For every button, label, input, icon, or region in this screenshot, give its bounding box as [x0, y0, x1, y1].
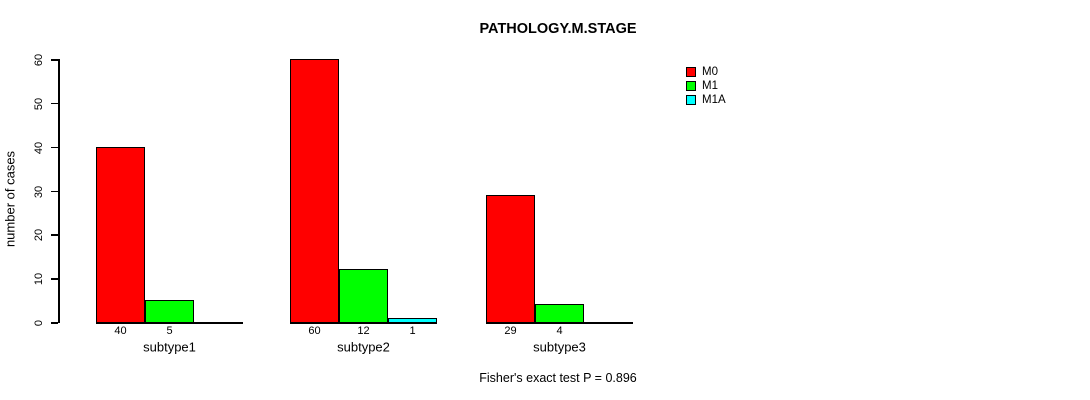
legend-label-M1A: M1A	[702, 94, 726, 106]
x-axis-category-label-subtype3: subtype3	[533, 339, 586, 355]
bar-value-label-M0-subtype2: 60	[308, 325, 321, 337]
y-axis-tick	[51, 234, 58, 236]
bar-M0-subtype1	[96, 147, 145, 323]
y-axis-line	[58, 59, 60, 323]
legend: M0 M1 M1A	[686, 65, 726, 107]
y-axis-tick-label: 50	[33, 97, 45, 110]
legend-swatch-M1	[686, 81, 696, 91]
y-axis-tick	[51, 278, 58, 280]
y-axis-label: number of cases	[2, 150, 18, 248]
legend-label-M0: M0	[702, 66, 718, 78]
legend-item-M1A: M1A	[686, 93, 726, 107]
bar-value-label-M1A-subtype2: 1	[409, 325, 416, 337]
legend-swatch-M0	[686, 67, 696, 77]
y-axis-tick	[51, 190, 58, 192]
y-axis-tick	[51, 146, 58, 149]
x-axis-category-label-subtype1: subtype1	[143, 339, 196, 355]
bar-M1-subtype3	[535, 304, 584, 323]
bar-M0-subtype2	[290, 59, 339, 323]
y-axis-tick-label: 20	[33, 229, 45, 242]
chart-title: PATHOLOGY.M.STAGE	[479, 21, 637, 37]
bar-M1-subtype1	[145, 300, 194, 323]
y-axis-tick-label: 40	[33, 141, 45, 154]
bar-M0-subtype3	[486, 195, 535, 323]
legend-swatch-M1A	[686, 95, 696, 105]
bar-value-label-M0-subtype1: 40	[114, 325, 127, 337]
y-axis-tick	[51, 322, 58, 324]
bar-value-label-M1-subtype2: 12	[357, 325, 370, 337]
x-baseline-subtype2	[290, 322, 437, 324]
x-baseline-subtype1	[96, 322, 243, 324]
x-axis-category-label-subtype2: subtype2	[337, 339, 390, 355]
legend-label-M1: M1	[702, 80, 718, 92]
y-axis-tick-label: 10	[33, 273, 45, 286]
y-axis-tick	[51, 102, 58, 105]
y-axis-tick-label: 0	[33, 319, 45, 327]
bar-value-label-M1-subtype1: 5	[166, 325, 173, 337]
x-baseline-subtype3	[486, 322, 633, 324]
legend-item-M0: M0	[686, 65, 726, 79]
y-axis-tick	[51, 59, 58, 61]
y-axis-tick-label: 60	[33, 53, 45, 67]
bar-value-label-M1-subtype3: 4	[556, 325, 563, 337]
y-axis-tick-label: 30	[33, 185, 45, 198]
bar-M1-subtype2	[339, 269, 388, 323]
fisher-test-annotation: Fisher's exact test P = 0.896	[479, 371, 637, 385]
legend-item-M1: M1	[686, 79, 726, 93]
bar-value-label-M0-subtype3: 29	[504, 325, 517, 337]
